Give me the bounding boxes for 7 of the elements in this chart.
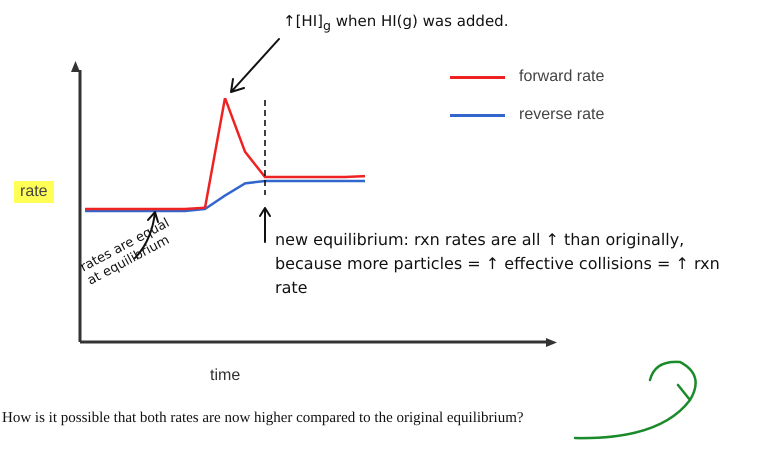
y-axis-title: rate bbox=[14, 181, 54, 203]
text: How is it possible that both rates are now higher compared to the original equilibrium? bbox=[2, 409, 525, 428]
x-axis-title: time bbox=[210, 367, 240, 385]
legend-label: forward rate bbox=[519, 68, 604, 86]
text: ↑[HI]$_{g}$ when HI(g) was added. bbox=[283, 12, 510, 33]
annotation: new equilibrium: rxn rates are all ↑ than originally, because more particles = ↑ effective collisions = ↑ rxn rate bbox=[275, 229, 721, 299]
legend-label: reverse rate bbox=[519, 106, 604, 124]
